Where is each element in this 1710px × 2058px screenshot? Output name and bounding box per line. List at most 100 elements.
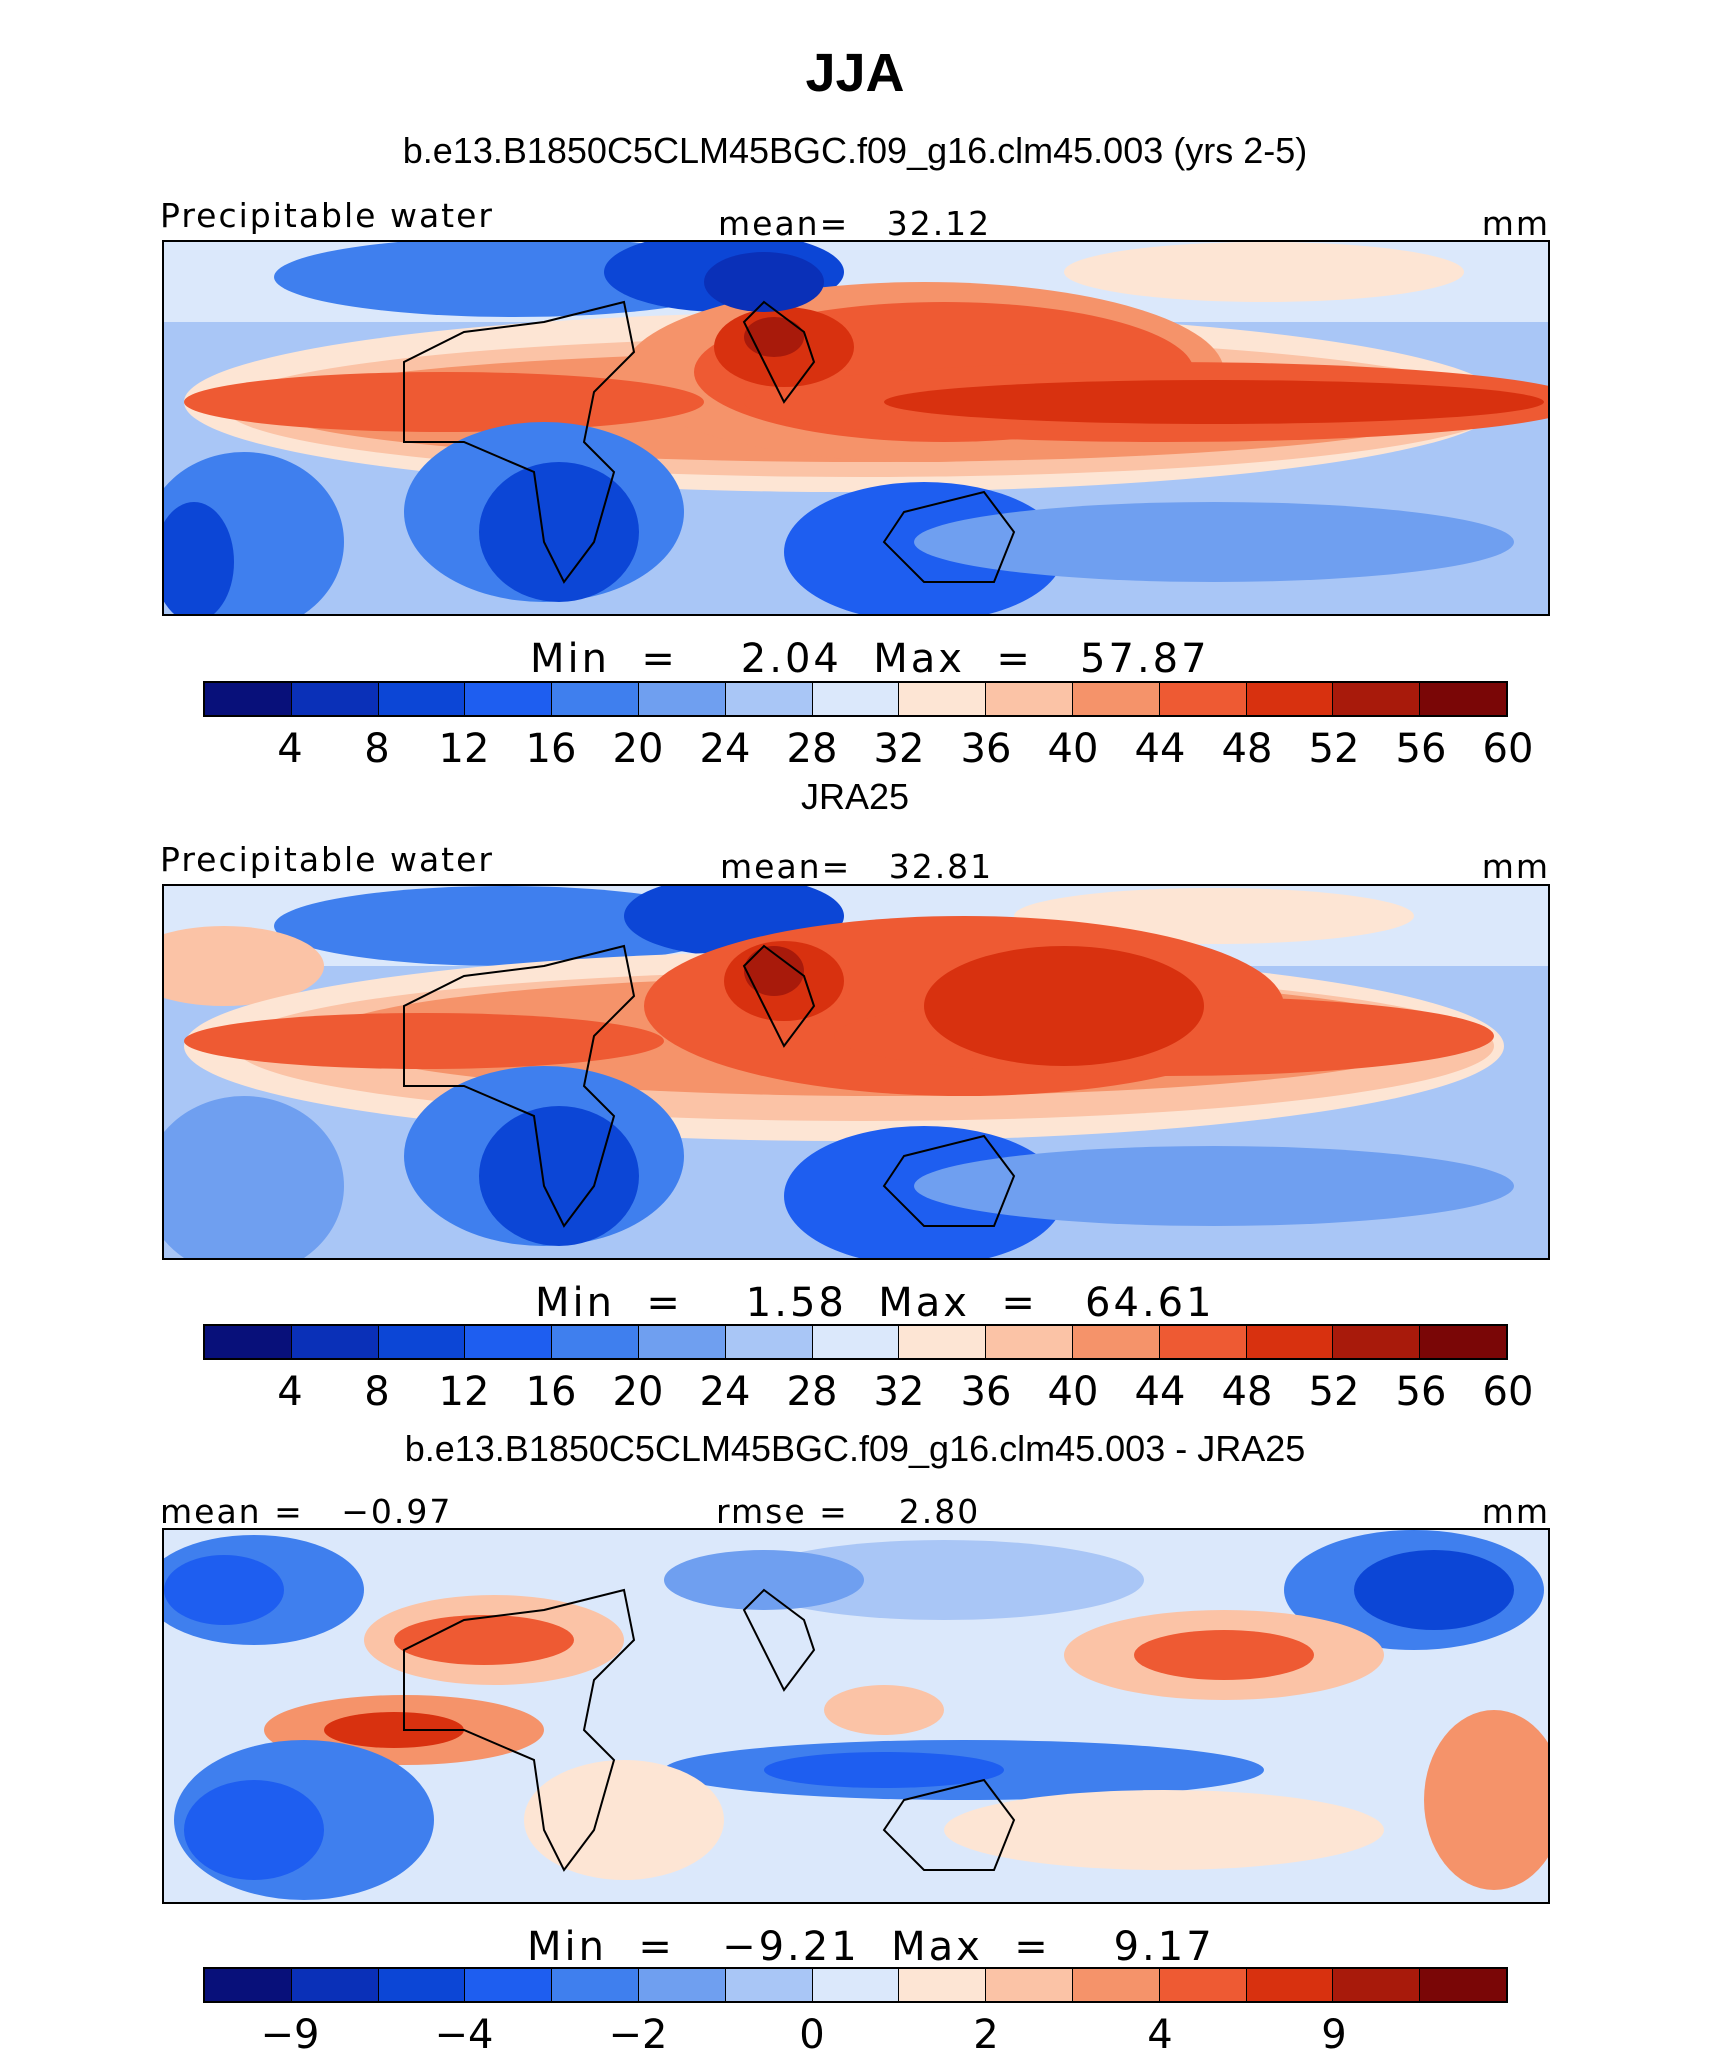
colorbar-swatch <box>552 683 639 715</box>
colorbar-swatch <box>1072 683 1160 715</box>
colorbar-tick-label: 32 <box>873 726 925 772</box>
colorbar-swatch <box>1420 683 1506 715</box>
panel-2-map <box>162 884 1550 1260</box>
colorbar-tick-label: −2 <box>608 2012 668 2058</box>
panel-2-variable-label: Precipitable water <box>160 840 494 879</box>
panel-1-units-label: mm <box>1481 204 1550 243</box>
panel-2-title: JRA25 <box>800 776 910 817</box>
panel-3-map <box>162 1528 1550 1904</box>
colorbar-swatch <box>1246 1326 1334 1358</box>
panel-3-title: b.e13.B1850C5CLM45BGC.f09_g16.clm45.003 … <box>404 1428 1306 1469</box>
colorbar-swatch <box>899 1969 987 2001</box>
colorbar-tick-label: 8 <box>364 1369 390 1415</box>
panel-2-mean-label: mean= 32.81 <box>720 847 994 886</box>
colorbar-swatch <box>986 1326 1073 1358</box>
colorbar-tick-label: 32 <box>873 1369 925 1415</box>
colorbar-tick-label: 60 <box>1482 1369 1534 1415</box>
colorbar-swatch <box>725 1969 813 2001</box>
colorbar-swatch <box>638 1969 726 2001</box>
colorbar-swatch <box>205 1969 292 2001</box>
colorbar-swatch <box>1420 1326 1506 1358</box>
colorbar-tick-label: 28 <box>786 1369 838 1415</box>
colorbar-tick-label: 20 <box>612 1369 664 1415</box>
colorbar-swatch <box>986 683 1073 715</box>
colorbar-tick-label: 56 <box>1395 726 1447 772</box>
colorbar-swatch <box>1159 1969 1247 2001</box>
panel-3-rmse-label: rmse = 2.80 <box>716 1492 981 1531</box>
colorbar-swatch <box>465 1326 553 1358</box>
colorbar-swatch <box>465 1969 553 2001</box>
colorbar-swatch <box>1333 1969 1421 2001</box>
colorbar-tick-label: 16 <box>525 1369 577 1415</box>
colorbar-swatch <box>1159 683 1247 715</box>
colorbar-swatch <box>1246 683 1334 715</box>
colorbar-swatch <box>812 1969 900 2001</box>
panel-3-mean-label: mean = −0.97 <box>160 1492 453 1531</box>
colorbar-swatch <box>378 1969 466 2001</box>
colorbar-tick-label: 12 <box>438 1369 490 1415</box>
colorbar-tick-label: 2 <box>973 2012 999 2058</box>
colorbar-tick-label: 48 <box>1221 726 1273 772</box>
colorbar-tick-label: 28 <box>786 726 838 772</box>
colorbar-swatch <box>291 1326 379 1358</box>
colorbar-swatch <box>812 1326 900 1358</box>
colorbar-tick-label: 48 <box>1221 1369 1273 1415</box>
panel-3-colorbar <box>203 1967 1508 2003</box>
panel-2-minmax: Min = 1.58 Max = 64.61 <box>535 1280 1215 1326</box>
colorbar-swatch <box>1420 1969 1506 2001</box>
colorbar-swatch <box>291 683 379 715</box>
colorbar-swatch <box>1159 1326 1247 1358</box>
colorbar-tick-label: 24 <box>699 1369 751 1415</box>
colorbar-tick-label: −9 <box>260 2012 320 2058</box>
colorbar-swatch <box>638 683 726 715</box>
colorbar-tick-label: 36 <box>960 726 1012 772</box>
panel-1-field <box>164 242 1548 614</box>
colorbar-tick-label: 40 <box>1047 726 1099 772</box>
colorbar-swatch <box>899 1326 987 1358</box>
colorbar-swatch <box>1333 683 1421 715</box>
colorbar-swatch <box>812 683 900 715</box>
panel-2-units-label: mm <box>1481 847 1550 886</box>
colorbar-tick-label: 16 <box>525 726 577 772</box>
colorbar-tick-label: 56 <box>1395 1369 1447 1415</box>
colorbar-tick-label: 60 <box>1482 726 1534 772</box>
colorbar-tick-label: 9 <box>1321 2012 1347 2058</box>
colorbar-swatch <box>1246 1969 1334 2001</box>
colorbar-tick-label: 4 <box>277 1369 303 1415</box>
panel-3-units-label: mm <box>1481 1492 1550 1531</box>
colorbar-swatch <box>1333 1326 1421 1358</box>
colorbar-swatch <box>465 683 553 715</box>
panel-3-minmax: Min = −9.21 Max = 9.17 <box>527 1924 1215 1970</box>
figure-title: JJA <box>805 43 905 103</box>
colorbar-tick-label: 12 <box>438 726 490 772</box>
colorbar-swatch <box>378 683 466 715</box>
colorbar-swatch <box>205 683 292 715</box>
colorbar-tick-label: 44 <box>1134 726 1186 772</box>
colorbar-tick-label: 0 <box>799 2012 825 2058</box>
panel-1-minmax: Min = 2.04 Max = 57.87 <box>530 636 1210 682</box>
panel-1-colorbar <box>203 681 1508 717</box>
colorbar-swatch <box>638 1326 726 1358</box>
colorbar-tick-label: 52 <box>1308 726 1360 772</box>
panel-1-title: b.e13.B1850C5CLM45BGC.f09_g16.clm45.003 … <box>402 130 1308 171</box>
colorbar-swatch <box>291 1969 379 2001</box>
colorbar-swatch <box>1072 1326 1160 1358</box>
colorbar-tick-label: 20 <box>612 726 664 772</box>
colorbar-swatch <box>552 1326 639 1358</box>
colorbar-swatch <box>899 683 987 715</box>
panel-2-colorbar <box>203 1324 1508 1360</box>
panel-3-field <box>164 1530 1548 1902</box>
colorbar-tick-label: 52 <box>1308 1369 1360 1415</box>
panel-1-map <box>162 240 1550 616</box>
colorbar-tick-label: 24 <box>699 726 751 772</box>
colorbar-swatch <box>725 683 813 715</box>
colorbar-tick-label: 44 <box>1134 1369 1186 1415</box>
colorbar-swatch <box>725 1326 813 1358</box>
colorbar-tick-label: 36 <box>960 1369 1012 1415</box>
colorbar-swatch <box>378 1326 466 1358</box>
colorbar-swatch <box>986 1969 1073 2001</box>
colorbar-tick-label: 8 <box>364 726 390 772</box>
colorbar-tick-label: 4 <box>1147 2012 1173 2058</box>
colorbar-tick-label: 4 <box>277 726 303 772</box>
panel-1-mean-label: mean= 32.12 <box>718 204 992 243</box>
